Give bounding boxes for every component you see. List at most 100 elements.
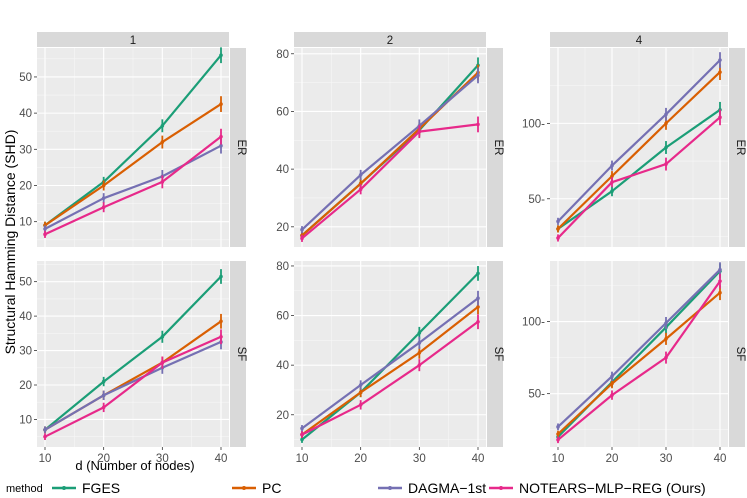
y-tick-label: 40 — [19, 311, 32, 323]
data-point — [219, 143, 223, 148]
legend-entry-2: DAGMA−1st — [378, 480, 486, 496]
data-point — [476, 122, 480, 127]
data-point — [417, 350, 422, 355]
data-point — [219, 102, 223, 106]
data-point — [718, 58, 722, 62]
legend-entry-1: PC — [232, 480, 281, 496]
x-tick-label: 10 — [39, 453, 52, 465]
y-tick-label: 80 — [276, 261, 289, 273]
y-tick-label: 10 — [19, 414, 32, 426]
x-tick-label: 20 — [606, 453, 619, 465]
row-strip — [230, 261, 246, 447]
data-point — [417, 129, 422, 134]
legend-title: method — [6, 483, 43, 495]
data-point — [718, 290, 722, 295]
data-point — [476, 305, 480, 309]
data-point — [664, 145, 668, 150]
series-line-2 — [44, 340, 222, 431]
legend-swatch-point — [62, 486, 66, 490]
data-point — [101, 379, 106, 384]
legend-entry-0: FGES — [52, 480, 120, 496]
data-point — [219, 53, 223, 58]
data-point — [101, 393, 106, 398]
x-tick-label: 20 — [97, 453, 110, 465]
data-point — [300, 227, 304, 232]
data-point — [43, 232, 47, 237]
data-point — [556, 219, 560, 224]
row-strip — [230, 48, 246, 247]
data-point — [610, 381, 614, 386]
series-line-3 — [301, 320, 479, 436]
data-point — [610, 374, 614, 379]
legend-swatch-point — [388, 486, 392, 490]
column-strip — [550, 32, 728, 47]
y-tick-label: 40 — [276, 164, 289, 176]
row-strip-label: SF — [734, 347, 746, 362]
data-point — [160, 180, 165, 184]
data-point — [160, 334, 165, 339]
data-point — [358, 403, 363, 407]
data-point — [160, 140, 165, 144]
panel-sf-4: 50- 100- 10 20 30 40 SF — [522, 261, 746, 465]
data-point — [664, 121, 668, 126]
panel-er-2: 20 40 60 80 2 ER — [276, 32, 504, 247]
data-point — [556, 425, 560, 429]
legend-label: NOTEARS−MLP−REG (Ours) — [519, 480, 706, 496]
y-tick-label: 20 — [276, 222, 289, 234]
data-point — [300, 437, 304, 442]
y-tick-label: 40 — [276, 360, 289, 372]
data-point — [476, 271, 480, 276]
row-strip-label: ER — [235, 140, 247, 156]
panel-sf-2: 20 40 60 80 10 20 30 40 SF — [276, 261, 504, 465]
y-tick-label: 80 — [276, 49, 289, 61]
data-point — [664, 112, 668, 117]
legend-swatch-point — [499, 486, 503, 490]
data-point — [160, 123, 165, 128]
series-line-1 — [557, 291, 721, 435]
data-point — [417, 331, 422, 335]
y-tick-label: 60 — [276, 311, 289, 323]
data-point — [219, 274, 223, 279]
data-point — [718, 115, 722, 120]
data-point — [556, 227, 560, 231]
data-point — [718, 279, 722, 283]
panel-er-1: 10 20 30 40 50 1 ER — [19, 32, 247, 247]
series-line-0 — [44, 54, 222, 227]
data-point — [718, 267, 722, 272]
data-point — [417, 341, 422, 345]
row-strip-label: SF — [492, 347, 504, 362]
y-tick-label: 10 — [19, 217, 32, 229]
data-point — [476, 296, 480, 301]
column-strip-label: 2 — [387, 35, 393, 47]
x-tick-label: 30 — [156, 453, 169, 465]
data-point — [664, 162, 668, 166]
x-tick-label: 30 — [413, 453, 426, 465]
y-axis-label: Structural Hamming Distance (SHD) — [2, 130, 18, 355]
x-tick-label: 30 — [660, 453, 673, 465]
series-line-1 — [557, 71, 721, 230]
series-line-2 — [44, 144, 222, 230]
column-strip-label: 1 — [130, 35, 136, 47]
row-strip — [729, 48, 745, 247]
y-tick-label: 50- — [528, 194, 545, 206]
data-point — [610, 189, 614, 194]
data-point — [476, 73, 480, 78]
data-point — [43, 227, 47, 231]
data-point — [101, 205, 106, 209]
legend-label: DAGMA−1st — [408, 480, 486, 496]
series-line-2 — [301, 297, 479, 430]
series-line-2 — [557, 268, 721, 428]
x-tick-label: 10 — [296, 453, 309, 465]
data-point — [219, 134, 223, 139]
data-point — [101, 405, 106, 410]
y-tick-label: 30 — [19, 144, 32, 156]
x-tick-label: 20 — [354, 453, 367, 465]
x-tick-label: 40 — [472, 453, 485, 465]
data-point — [664, 337, 668, 341]
y-tick-label: 50 — [19, 277, 32, 289]
series-line-1 — [44, 103, 222, 227]
row-strip — [487, 48, 503, 247]
y-tick-label: 100- — [522, 317, 545, 329]
data-point — [43, 427, 47, 432]
